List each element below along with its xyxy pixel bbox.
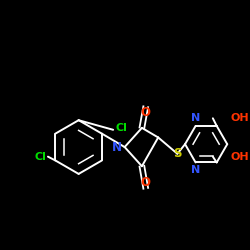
Text: N: N bbox=[112, 140, 122, 153]
Text: Cl: Cl bbox=[115, 123, 127, 133]
Text: N: N bbox=[191, 165, 200, 175]
Text: N: N bbox=[191, 113, 200, 123]
Text: O: O bbox=[141, 106, 151, 119]
Text: Cl: Cl bbox=[34, 152, 46, 162]
Text: O: O bbox=[141, 176, 151, 189]
Text: S: S bbox=[173, 147, 182, 160]
Text: OH: OH bbox=[230, 113, 249, 123]
Text: OH: OH bbox=[230, 152, 249, 162]
